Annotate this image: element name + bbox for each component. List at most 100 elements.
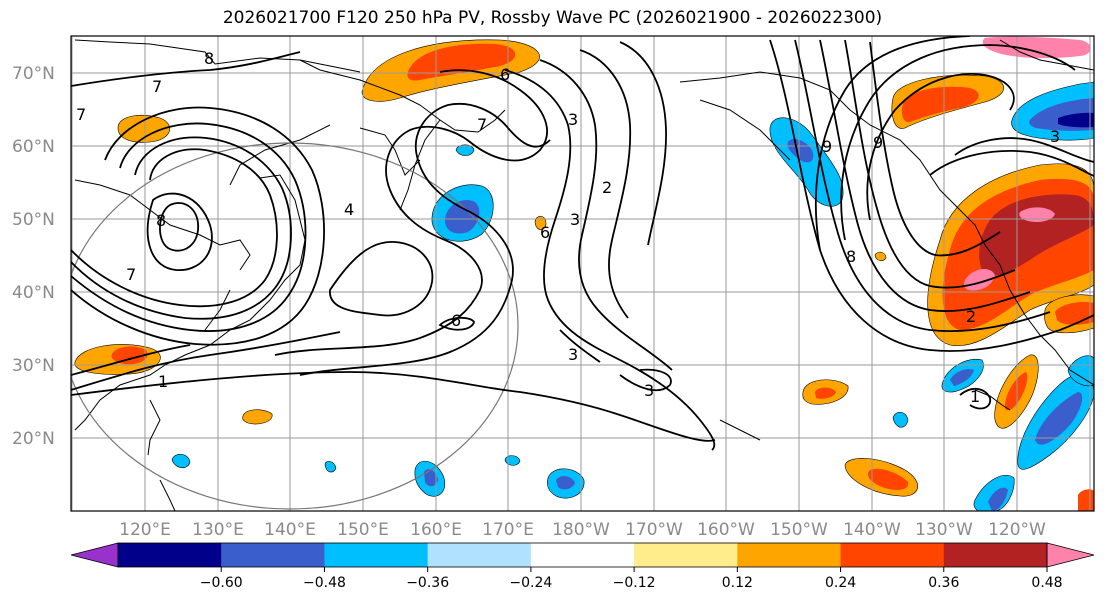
- lat-label: 60°N: [12, 137, 55, 157]
- anomaly-negative: [445, 200, 480, 234]
- colorbar-segments: [118, 543, 1048, 567]
- lon-label: 120°W: [988, 520, 1046, 540]
- map-frame: [70, 35, 1095, 512]
- anomaly-positive: [111, 346, 148, 365]
- colorbar-segment: [943, 543, 1048, 567]
- contour-label: 6: [500, 65, 510, 84]
- anomaly-negative: [1035, 392, 1083, 445]
- lat-label: 70°N: [12, 64, 55, 84]
- longitude-labels: 120°E 130°E 140°E 150°E 160°E 170°E 180°…: [119, 520, 1046, 540]
- anomaly-positive: [117, 115, 170, 143]
- pv-anomaly-shading: [74, 36, 1094, 511]
- colorbar-tick-label: −0.12: [613, 575, 656, 591]
- lon-label: 150°W: [770, 520, 828, 540]
- contour-label: 6: [540, 223, 550, 242]
- contour-label: 7: [477, 115, 487, 134]
- colorbar-tick-label: −0.48: [303, 575, 346, 591]
- colorbar-tick-label: −0.60: [200, 575, 243, 591]
- anomaly-negative: [171, 453, 191, 469]
- contour-label: 2: [966, 307, 976, 326]
- contour-label: 9: [873, 133, 883, 152]
- contour-label: 8: [846, 247, 856, 266]
- lon-label: 140°W: [843, 520, 901, 540]
- colorbar-extend-left: [70, 542, 119, 568]
- anomaly-positive: [534, 215, 547, 231]
- colorbar-tick-label: 0.24: [825, 575, 856, 591]
- contour-label: 3: [1050, 127, 1060, 146]
- colorbar-frame: [117, 542, 1048, 568]
- anomaly-negative: [1067, 355, 1094, 387]
- anomaly-negative: [424, 469, 438, 487]
- contour-label: 3: [570, 210, 580, 229]
- lat-label: 40°N: [12, 283, 55, 303]
- colorbar-segment: [427, 543, 532, 567]
- colorbar-segment: [737, 543, 842, 567]
- contour-label: 8: [156, 211, 166, 230]
- anomaly-negative: [787, 139, 814, 163]
- anomaly-negative: [988, 487, 1008, 511]
- colorbar-tick-label: 0.12: [722, 575, 753, 591]
- anomaly-negative: [324, 461, 337, 473]
- anomaly-positive: [901, 86, 979, 123]
- colorbar-segment: [118, 543, 222, 567]
- map-title: 2026021700 F120 250 hPa PV, Rossby Wave …: [222, 8, 883, 28]
- anomaly-positive: [815, 387, 836, 399]
- anomaly-positive: [867, 468, 909, 490]
- lon-label: 160°W: [697, 520, 755, 540]
- anomaly-positive: [979, 194, 1094, 276]
- anomaly-negative: [950, 369, 974, 386]
- lat-label: 20°N: [12, 429, 55, 449]
- lon-label: 130°E: [192, 520, 244, 540]
- coastlines: [74, 39, 1094, 511]
- latitude-labels: 70°N 60°N 50°N 40°N 30°N 20°N: [12, 64, 55, 449]
- anomaly-positive: [1078, 489, 1094, 511]
- colorbar-ticks: −0.60 −0.48 −0.36 −0.24 −0.12 0.12 0.24 0.36 0.4…: [200, 567, 1063, 591]
- map-area: 7 7 8 7 7 4 6 6 3 2 3 3 1 3 9 8 2 1 9 3 …: [71, 36, 1094, 511]
- contour-label: 1: [970, 387, 980, 406]
- colorbar-segment: [840, 543, 945, 567]
- colorbar: −0.60 −0.48 −0.36 −0.24 −0.12 0.12 0.24 0.36 0.4…: [70, 542, 1095, 591]
- colorbar-tick-label: 0.36: [928, 575, 959, 591]
- contour-label: 1: [158, 372, 168, 391]
- lat-label: 50°N: [12, 210, 55, 230]
- contour-label: 7: [152, 77, 162, 96]
- contour-label: 4: [344, 200, 354, 219]
- anomaly-positive: [1004, 372, 1028, 411]
- lon-label: 180°W: [552, 520, 610, 540]
- lon-label: 120°E: [119, 520, 171, 540]
- gridlines: [71, 36, 1094, 511]
- anomaly-negative: [1058, 112, 1094, 128]
- colorbar-tick-label: −0.24: [509, 575, 552, 591]
- anomaly-negative: [556, 476, 575, 490]
- contour-label: 7: [126, 265, 136, 284]
- colorbar-segment: [530, 543, 635, 567]
- contour-label: 6: [451, 311, 461, 330]
- lon-label: 140°E: [264, 520, 316, 540]
- colorbar-segment: [634, 543, 738, 567]
- contour-label: 2: [602, 178, 612, 197]
- anomaly-negative: [892, 411, 909, 428]
- anomaly-positive: [407, 43, 516, 81]
- anomaly-positive: [982, 36, 1091, 59]
- lon-label: 150°E: [337, 520, 389, 540]
- pv-contours: [71, 36, 1094, 451]
- colorbar-tick-label: 0.48: [1031, 575, 1062, 591]
- anomaly-positive: [1019, 207, 1055, 222]
- lat-label: 30°N: [12, 356, 55, 376]
- lon-label: 130°W: [915, 520, 973, 540]
- colorbar-tick-label: −0.36: [406, 575, 449, 591]
- contour-label: 3: [644, 381, 654, 400]
- contour-label: 7: [76, 105, 86, 124]
- lon-label: 170°E: [482, 520, 534, 540]
- contour-labels: 7 7 8 7 7 4 6 6 3 2 3 3 1 3 9 8 2 1 9 3 …: [76, 49, 1060, 406]
- colorbar-segment: [324, 543, 429, 567]
- lon-label: 160°E: [410, 520, 462, 540]
- contour-label: 8: [204, 49, 214, 68]
- anomaly-positive: [874, 251, 887, 261]
- anomaly-positive: [242, 409, 273, 425]
- colorbar-extend-right: [1046, 542, 1095, 568]
- great-circle-outline: [71, 142, 519, 510]
- colorbar-segment: [221, 543, 325, 567]
- contour-label: 3: [568, 110, 578, 129]
